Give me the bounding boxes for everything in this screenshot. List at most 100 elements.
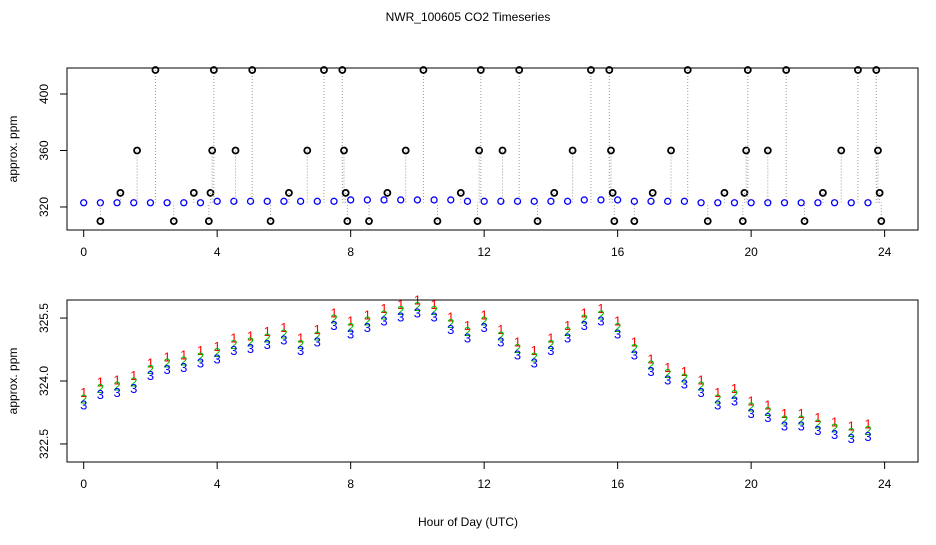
point (330, 197, 338, 205)
point (680, 197, 689, 205)
point (720, 188, 729, 197)
point (204, 217, 213, 226)
point-symbol: 2 (581, 312, 588, 327)
point-symbol: 2 (380, 307, 387, 322)
point-symbol: 3 (597, 314, 604, 329)
point-symbol: 1 (597, 301, 604, 316)
x-tick-label: 20 (744, 245, 758, 259)
point-symbol: 2 (514, 341, 521, 356)
point-symbol: 2 (614, 320, 621, 335)
point (800, 217, 809, 226)
point-symbol: 3 (80, 398, 87, 413)
point-symbol: 2 (631, 341, 638, 356)
y-tick-label: 324.0 (37, 366, 51, 396)
point (550, 188, 559, 197)
point-symbol: 1 (864, 417, 871, 432)
point-symbol: 2 (130, 375, 137, 390)
point-symbol: 1 (731, 381, 738, 396)
point-symbol: 3 (714, 398, 721, 413)
y-tick-label: 320 (37, 197, 51, 217)
point-symbol: 3 (514, 347, 521, 362)
point (363, 196, 372, 204)
point (782, 66, 791, 74)
point-symbol: 3 (581, 318, 588, 333)
point-symbol: 2 (798, 412, 805, 427)
point (610, 217, 619, 226)
point-symbol: 3 (147, 368, 154, 383)
point (740, 188, 749, 197)
point-symbol: 1 (547, 330, 554, 345)
point (497, 197, 505, 205)
point (383, 188, 392, 197)
point-symbol: 1 (497, 322, 504, 337)
point-symbol: 2 (547, 337, 554, 352)
point (163, 199, 171, 207)
point (96, 217, 105, 226)
point-symbol: 2 (481, 314, 488, 329)
point (130, 199, 138, 207)
point (830, 199, 839, 207)
point (413, 196, 422, 204)
point-symbol: 1 (264, 324, 271, 339)
point (872, 66, 881, 74)
point-symbol: 1 (364, 307, 371, 322)
point-symbol: 2 (364, 314, 371, 329)
point-symbol: 1 (664, 360, 671, 375)
point-symbol: 1 (681, 364, 688, 379)
point (875, 188, 884, 197)
point-symbol: 3 (464, 330, 471, 345)
point (874, 146, 882, 155)
point (780, 199, 789, 207)
point (743, 66, 752, 74)
point-symbol: 2 (197, 349, 204, 364)
point-symbol: 2 (330, 312, 337, 327)
point-symbol: 3 (831, 427, 838, 442)
point (463, 197, 472, 205)
point-symbol: 3 (264, 337, 271, 352)
point (475, 146, 484, 155)
x-tick-label: 24 (878, 477, 892, 491)
point (280, 197, 288, 205)
point-symbol: 3 (247, 341, 254, 356)
point (343, 217, 352, 226)
point-symbol: 3 (814, 423, 821, 438)
point-symbol: 3 (130, 381, 137, 396)
x-tick-label: 16 (611, 477, 625, 491)
point-symbol: 2 (397, 303, 404, 318)
point-symbol: 1 (347, 314, 354, 329)
point (814, 199, 822, 207)
point (133, 146, 141, 155)
y-tick-label: 325.5 (37, 303, 51, 333)
point (648, 188, 657, 197)
point-symbol: 2 (280, 326, 287, 341)
point (320, 66, 328, 74)
x-tick-label: 24 (878, 245, 892, 259)
point-symbol: 3 (297, 343, 304, 358)
point (563, 197, 572, 205)
point (667, 146, 675, 155)
point-symbol: 2 (647, 358, 654, 373)
point-symbol: 3 (430, 309, 437, 324)
point-symbol: 3 (164, 362, 171, 377)
point-symbol: 3 (364, 320, 371, 335)
point-symbol: 2 (430, 303, 437, 318)
point (568, 146, 577, 155)
point (303, 146, 312, 155)
point (533, 217, 542, 226)
point (430, 196, 438, 204)
point-symbol: 2 (180, 354, 187, 369)
point (664, 197, 672, 205)
point-symbol: 1 (697, 372, 704, 387)
point (714, 199, 722, 207)
point (597, 196, 605, 204)
point-symbol: 2 (113, 379, 120, 394)
point-symbol: 1 (831, 414, 838, 429)
point-symbol: 1 (798, 406, 805, 421)
x-tick-label: 12 (477, 245, 491, 259)
point-symbol: 1 (481, 307, 488, 322)
point-symbol: 1 (647, 351, 654, 366)
point-symbol: 3 (681, 377, 688, 392)
point-symbol: 2 (531, 349, 538, 364)
point-symbol: 1 (531, 343, 538, 358)
point-symbol: 2 (414, 299, 421, 314)
